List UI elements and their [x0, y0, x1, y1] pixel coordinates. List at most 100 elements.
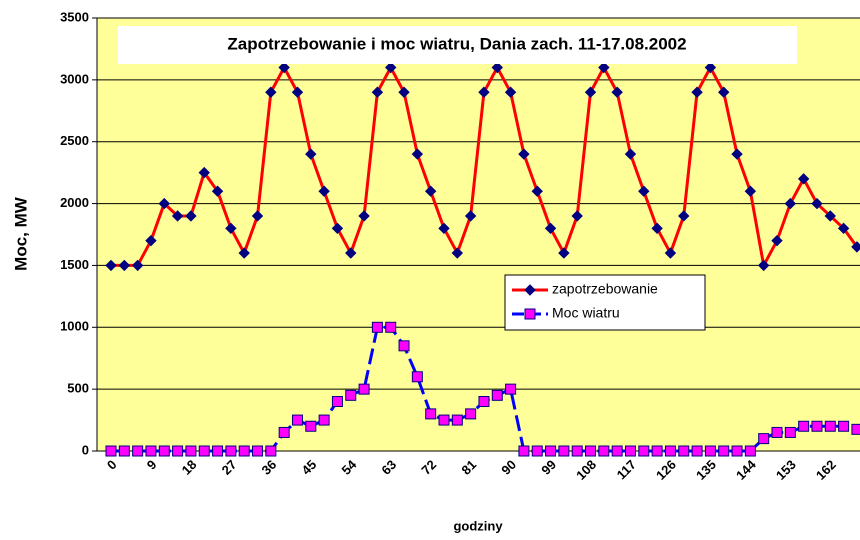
x-tick-label: 45 [299, 457, 320, 478]
y-tick-label: 1000 [60, 319, 89, 334]
point [611, 86, 623, 98]
y-tick-label: 3500 [60, 9, 89, 24]
legend-marker [524, 284, 536, 296]
point [545, 445, 557, 457]
point [598, 61, 610, 74]
point [411, 371, 423, 383]
point [811, 420, 823, 432]
x-tick-label: 72 [418, 457, 439, 478]
point [198, 166, 210, 179]
point [491, 61, 503, 74]
point [664, 247, 677, 259]
x-tick-label: 99 [538, 457, 559, 478]
point [837, 222, 850, 235]
point [291, 86, 304, 98]
point [145, 234, 157, 247]
point [704, 445, 716, 457]
point [118, 445, 130, 457]
point [678, 210, 690, 222]
point [398, 86, 410, 98]
marks [105, 61, 860, 457]
point [265, 445, 277, 457]
point [252, 445, 264, 457]
point [664, 445, 676, 457]
point [651, 445, 663, 457]
point [238, 247, 250, 259]
point [584, 86, 597, 98]
point [464, 210, 477, 222]
point [345, 389, 357, 401]
point [505, 383, 517, 395]
point [678, 445, 690, 457]
point [598, 445, 610, 457]
point [438, 222, 450, 235]
y-tick-label: 1500 [60, 257, 89, 272]
y-tick-label: 2000 [60, 195, 89, 210]
point [771, 426, 783, 438]
x-tick-label: 54 [338, 456, 359, 477]
y-tick-label: 2500 [60, 133, 89, 148]
legend: zapotrzebowanie Moc wiatru [512, 281, 658, 321]
point [451, 414, 463, 426]
point [398, 340, 410, 352]
point [838, 420, 850, 432]
point [105, 445, 117, 457]
point [265, 86, 277, 98]
x-tick-label: 0 [104, 457, 120, 473]
x-tick-label: 108 [573, 457, 599, 483]
point [238, 445, 250, 457]
y-tick-label: 0 [82, 442, 89, 457]
point [851, 241, 860, 253]
point [158, 445, 170, 457]
point [638, 445, 650, 457]
point [571, 445, 583, 457]
point [424, 185, 437, 197]
x-tick-label: 36 [259, 457, 280, 478]
point [531, 185, 543, 197]
point [385, 61, 397, 74]
point [132, 445, 144, 457]
point [438, 414, 450, 426]
point [851, 423, 860, 435]
x-tick-label: 153 [773, 457, 799, 483]
point [185, 445, 197, 457]
point [212, 445, 224, 457]
point [718, 445, 730, 457]
x-tick-label: 81 [458, 457, 479, 478]
legend-box [504, 274, 706, 331]
x-tick-label: 135 [693, 457, 719, 483]
point [278, 61, 290, 74]
point [798, 420, 810, 432]
plot-area [97, 18, 860, 451]
point [651, 222, 663, 235]
point [771, 234, 783, 247]
point [225, 445, 237, 457]
point [731, 148, 743, 160]
point [118, 259, 131, 272]
point [358, 210, 370, 222]
chart-title: Zapotrzebowanie i moc wiatru, Dania zach… [227, 34, 686, 53]
grid [92, 17, 860, 452]
point [318, 414, 330, 426]
x-tick-label: 126 [653, 457, 679, 483]
point [331, 396, 343, 408]
x-tick-label: 9 [144, 457, 160, 473]
point [425, 408, 437, 420]
point [131, 259, 144, 272]
point [358, 383, 370, 395]
point [744, 185, 757, 197]
point [624, 445, 636, 457]
legend-label: Moc wiatru [552, 305, 620, 321]
point [371, 321, 383, 333]
point [518, 445, 530, 457]
x-tick-label: 27 [219, 457, 240, 478]
point [198, 445, 210, 457]
point [251, 210, 264, 222]
title-box [118, 26, 797, 64]
y-axis-label: Moc, MW [11, 196, 30, 271]
point [784, 426, 796, 438]
point [558, 445, 570, 457]
point [784, 197, 797, 210]
point [824, 210, 836, 222]
point [704, 61, 717, 74]
